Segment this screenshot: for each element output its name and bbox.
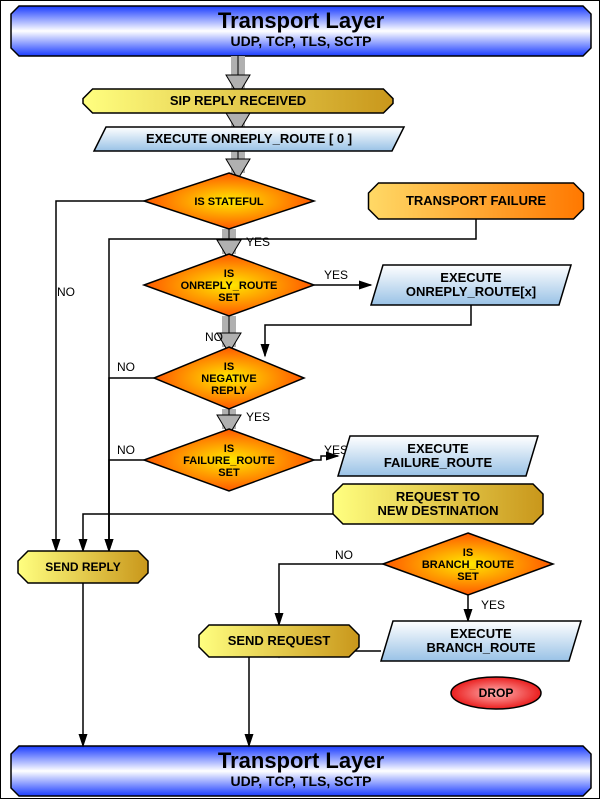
- svg-text:IS: IS: [463, 547, 473, 559]
- svg-text:NO: NO: [57, 285, 75, 299]
- svg-text:UDP, TCP, TLS, SCTP: UDP, TCP, TLS, SCTP: [230, 33, 371, 49]
- svg-text:IS STATEFUL: IS STATEFUL: [194, 196, 264, 208]
- svg-text:NO: NO: [117, 443, 135, 457]
- svg-text:SEND REPLY: SEND REPLY: [45, 560, 121, 574]
- svg-text:SEND REQUEST: SEND REQUEST: [228, 633, 331, 648]
- svg-text:EXECUTE ONREPLY_ROUTE [ 0 ]: EXECUTE ONREPLY_ROUTE [ 0 ]: [146, 131, 352, 146]
- svg-text:EXECUTE: EXECUTE: [450, 626, 512, 641]
- svg-text:YES: YES: [246, 410, 270, 424]
- svg-text:REQUEST TO: REQUEST TO: [396, 489, 480, 504]
- svg-text:NEW DESTINATION: NEW DESTINATION: [377, 503, 498, 518]
- svg-text:NO: NO: [205, 330, 223, 344]
- svg-text:IS: IS: [224, 443, 234, 455]
- svg-text:EXECUTE: EXECUTE: [440, 270, 502, 285]
- svg-text:BRANCH_ROUTE: BRANCH_ROUTE: [426, 640, 535, 655]
- svg-text:SET: SET: [218, 292, 240, 304]
- svg-text:IS: IS: [224, 268, 234, 280]
- svg-text:DROP: DROP: [479, 686, 514, 700]
- svg-text:YES: YES: [246, 235, 270, 249]
- svg-text:TRANSPORT FAILURE: TRANSPORT FAILURE: [406, 193, 546, 208]
- svg-text:ONREPLY_ROUTE: ONREPLY_ROUTE: [181, 280, 278, 292]
- svg-text:YES: YES: [324, 268, 348, 282]
- svg-text:ONREPLY_ROUTE[x]: ONREPLY_ROUTE[x]: [406, 284, 536, 299]
- svg-text:FAILURE_ROUTE: FAILURE_ROUTE: [183, 455, 275, 467]
- svg-text:SET: SET: [457, 571, 479, 583]
- svg-text:YES: YES: [481, 598, 505, 612]
- svg-text:NEGATIVE: NEGATIVE: [201, 373, 256, 385]
- svg-text:NO: NO: [335, 548, 353, 562]
- svg-text:IS: IS: [224, 361, 234, 373]
- svg-text:UDP, TCP, TLS, SCTP: UDP, TCP, TLS, SCTP: [230, 773, 371, 789]
- svg-text:REPLY: REPLY: [211, 385, 247, 397]
- svg-text:BRANCH_ROUTE: BRANCH_ROUTE: [422, 559, 514, 571]
- svg-text:SIP REPLY RECEIVED: SIP REPLY RECEIVED: [170, 93, 306, 108]
- svg-text:EXECUTE: EXECUTE: [407, 441, 469, 456]
- svg-text:Transport Layer: Transport Layer: [218, 8, 385, 33]
- svg-text:Transport Layer: Transport Layer: [218, 748, 385, 773]
- svg-text:SET: SET: [218, 467, 240, 479]
- svg-text:FAILURE_ROUTE: FAILURE_ROUTE: [384, 455, 493, 470]
- svg-text:NO: NO: [117, 360, 135, 374]
